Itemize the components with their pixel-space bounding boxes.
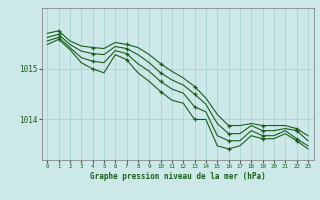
X-axis label: Graphe pression niveau de la mer (hPa): Graphe pression niveau de la mer (hPa) — [90, 172, 266, 181]
